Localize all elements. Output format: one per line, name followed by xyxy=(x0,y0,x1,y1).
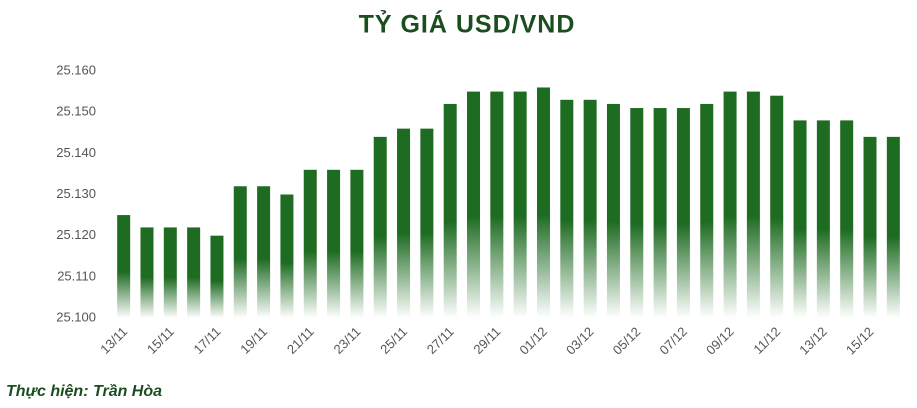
bar xyxy=(303,169,317,318)
bar xyxy=(257,186,271,318)
bar xyxy=(443,103,457,318)
x-tick-label: 13/12 xyxy=(796,324,830,358)
bar xyxy=(653,108,667,318)
x-tick-label: 19/11 xyxy=(237,324,270,357)
x-tick-label: 15/11 xyxy=(144,324,177,357)
x-tick-label: 07/12 xyxy=(656,324,690,358)
bar xyxy=(140,227,154,318)
x-tick-label: 21/11 xyxy=(284,324,317,357)
bar xyxy=(233,186,247,318)
x-tick-label: 25/11 xyxy=(377,324,410,357)
bar xyxy=(793,120,807,319)
y-tick-label: 25.100 xyxy=(56,309,96,324)
bar xyxy=(886,136,900,318)
x-tick-label: 15/12 xyxy=(843,324,877,358)
x-tick-label: 11/12 xyxy=(750,324,783,357)
bar xyxy=(840,120,854,319)
y-tick-label: 25.120 xyxy=(56,227,96,242)
bar xyxy=(536,87,550,318)
bar xyxy=(606,103,620,318)
x-tick-label: 03/12 xyxy=(563,324,597,358)
bar xyxy=(490,91,504,318)
x-tick-label: 01/12 xyxy=(516,324,550,358)
x-tick-label: 09/12 xyxy=(703,324,737,358)
bar xyxy=(117,215,131,318)
y-tick-label: 25.130 xyxy=(56,186,96,201)
bar xyxy=(560,99,574,318)
bar xyxy=(420,128,434,318)
x-tick-label: 13/11 xyxy=(97,324,130,357)
bar xyxy=(210,235,224,318)
bar xyxy=(350,169,364,318)
chart-title: TỶ GIÁ USD/VND xyxy=(359,9,576,39)
bar xyxy=(863,136,877,318)
bar xyxy=(327,169,341,318)
y-tick-label: 25.160 xyxy=(56,62,96,77)
bar xyxy=(163,227,177,318)
bar xyxy=(723,91,737,318)
bar xyxy=(583,99,597,318)
bar xyxy=(630,108,644,318)
bar xyxy=(373,136,387,318)
bar xyxy=(187,227,201,318)
x-tick-label: 05/12 xyxy=(610,324,644,358)
x-tick-label: 29/11 xyxy=(470,324,503,357)
x-tick-label: 23/11 xyxy=(331,324,364,357)
bar xyxy=(770,95,784,318)
bar xyxy=(397,128,411,318)
footer: Thực hiện: Trần Hòa xyxy=(6,383,162,400)
bar xyxy=(280,194,294,318)
bar xyxy=(816,120,830,319)
y-tick-label: 25.140 xyxy=(56,145,96,160)
bar xyxy=(676,108,690,318)
x-tick-label: 27/11 xyxy=(424,324,457,357)
bar xyxy=(700,103,714,318)
y-tick-label: 25.110 xyxy=(57,268,96,283)
bar xyxy=(746,91,760,318)
bar xyxy=(513,91,527,318)
bar xyxy=(467,91,481,318)
x-tick-label: 17/11 xyxy=(191,324,224,357)
y-tick-label: 25.150 xyxy=(56,104,96,119)
